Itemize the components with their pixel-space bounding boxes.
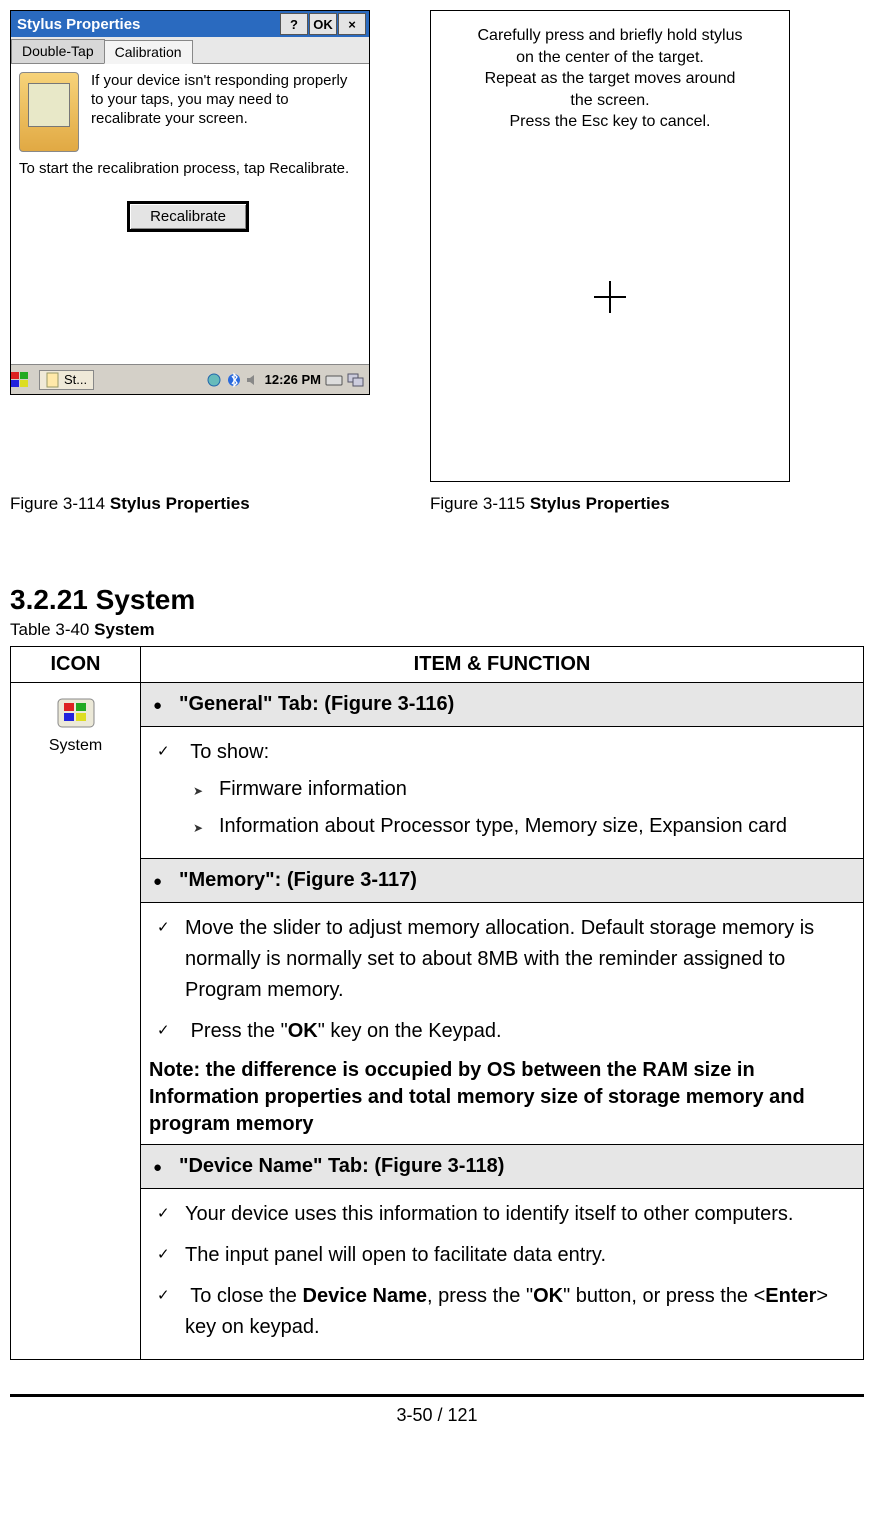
- tabs-bar: Double-Tap Calibration: [11, 37, 369, 64]
- tray-keyboard-icon[interactable]: [325, 372, 343, 388]
- figure-number: Figure 3-114: [10, 494, 110, 513]
- calib-line-4: the screen.: [445, 90, 775, 112]
- system-icon-label: System: [49, 737, 102, 755]
- devicename-tab-header-cell: "Device Name" Tab: (Figure 3-118): [141, 1145, 864, 1189]
- system-table: ICON ITEM & FUNCTION System "General" Ta…: [10, 646, 864, 1360]
- devicename-check-3: To close the Device Name, press the "OK"…: [185, 1281, 855, 1343]
- figure-number: Figure 3-115: [430, 494, 530, 513]
- tab-double-tap[interactable]: Double-Tap: [11, 39, 105, 63]
- general-tab-label: "General" Tab: (Figure 3-116): [179, 693, 454, 715]
- general-check-1: To show:: [190, 741, 269, 763]
- memory-note: Note: the difference is occupied by OS b…: [149, 1057, 855, 1138]
- titlebar: Stylus Properties ? OK ×: [11, 11, 369, 37]
- table-icon-cell: System: [11, 683, 141, 1360]
- devicename-check-1: Your device uses this information to ide…: [185, 1199, 855, 1230]
- calib-line-5: Press the Esc key to cancel.: [445, 111, 775, 133]
- tray-network-icon[interactable]: [205, 372, 223, 388]
- general-tab-header-cell: "General" Tab: (Figure 3-116): [141, 683, 864, 727]
- calibration-instructions: Carefully press and briefly hold stylus …: [445, 25, 775, 133]
- table-header-icon: ICON: [11, 647, 141, 683]
- window-body: If your device isn't responding properly…: [11, 64, 369, 364]
- taskbar-app-label: St...: [64, 372, 87, 387]
- memory-tab-content: Move the slider to adjust memory allocat…: [141, 903, 864, 1145]
- start-icon[interactable]: [11, 372, 37, 388]
- ok-button[interactable]: OK: [309, 13, 337, 35]
- calib-line-3: Repeat as the target moves around: [445, 68, 775, 90]
- tray-windows-icon[interactable]: [347, 372, 365, 388]
- document-icon: [46, 372, 60, 388]
- pda-icon: [19, 72, 79, 152]
- figure-caption-right: Figure 3-115 Stylus Properties: [430, 494, 790, 514]
- figure-title: Stylus Properties: [110, 494, 250, 513]
- calibration-target[interactable]: [445, 133, 775, 461]
- figure-caption-left: Figure 3-114 Stylus Properties: [10, 494, 370, 514]
- devicename-tab-content: Your device uses this information to ide…: [141, 1189, 864, 1360]
- table-title-prefix: Table 3-40: [10, 620, 94, 639]
- memory-tab-header-cell: "Memory": (Figure 3-117): [141, 859, 864, 903]
- calib-line-2: on the center of the target.: [445, 47, 775, 69]
- memory-check-2: Press the "OK" key on the Keypad.: [185, 1016, 855, 1047]
- calibration-window: Carefully press and briefly hold stylus …: [430, 10, 790, 482]
- general-sub-2: Information about Processor type, Memory…: [219, 811, 855, 842]
- footer-rule: [10, 1394, 864, 1397]
- devicename-tab-label: "Device Name" Tab: (Figure 3-118): [179, 1155, 504, 1177]
- memory-check-1: Move the slider to adjust memory allocat…: [185, 913, 855, 1006]
- section-heading: 3.2.21 System: [10, 584, 864, 616]
- table-title-name: System: [94, 620, 154, 639]
- tab-calibration[interactable]: Calibration: [104, 40, 193, 64]
- titlebar-text: Stylus Properties: [17, 16, 140, 33]
- stylus-properties-window: Stylus Properties ? OK × Double-Tap Cali…: [10, 10, 370, 395]
- taskbar-app-button[interactable]: St...: [39, 370, 94, 390]
- general-sub-1: Firmware information: [219, 774, 855, 805]
- tray-bluetooth-icon[interactable]: [227, 372, 241, 388]
- table-header-item-function: ITEM & FUNCTION: [141, 647, 864, 683]
- page-number: 3-50 / 121: [10, 1405, 864, 1426]
- devicename-check-2: The input panel will open to facilitate …: [185, 1240, 855, 1271]
- close-button[interactable]: ×: [338, 13, 366, 35]
- general-tab-content: To show: Firmware information Informatio…: [141, 727, 864, 859]
- calib-line-1: Carefully press and briefly hold stylus: [445, 25, 775, 47]
- table-title: Table 3-40 System: [10, 620, 864, 640]
- system-icon: [54, 693, 98, 733]
- crosshair-icon: [590, 277, 630, 317]
- taskbar: St... 12:26 PM: [11, 364, 369, 394]
- memory-tab-label: "Memory": (Figure 3-117): [179, 869, 417, 891]
- tray-volume-icon[interactable]: [245, 372, 261, 388]
- taskbar-time: 12:26 PM: [265, 372, 321, 387]
- calibration-msg-2: To start the recalibration process, tap …: [19, 160, 357, 179]
- help-button[interactable]: ?: [280, 13, 308, 35]
- calibration-msg-1: If your device isn't responding properly…: [91, 72, 357, 152]
- figure-title: Stylus Properties: [530, 494, 670, 513]
- recalibrate-button[interactable]: Recalibrate: [127, 201, 249, 232]
